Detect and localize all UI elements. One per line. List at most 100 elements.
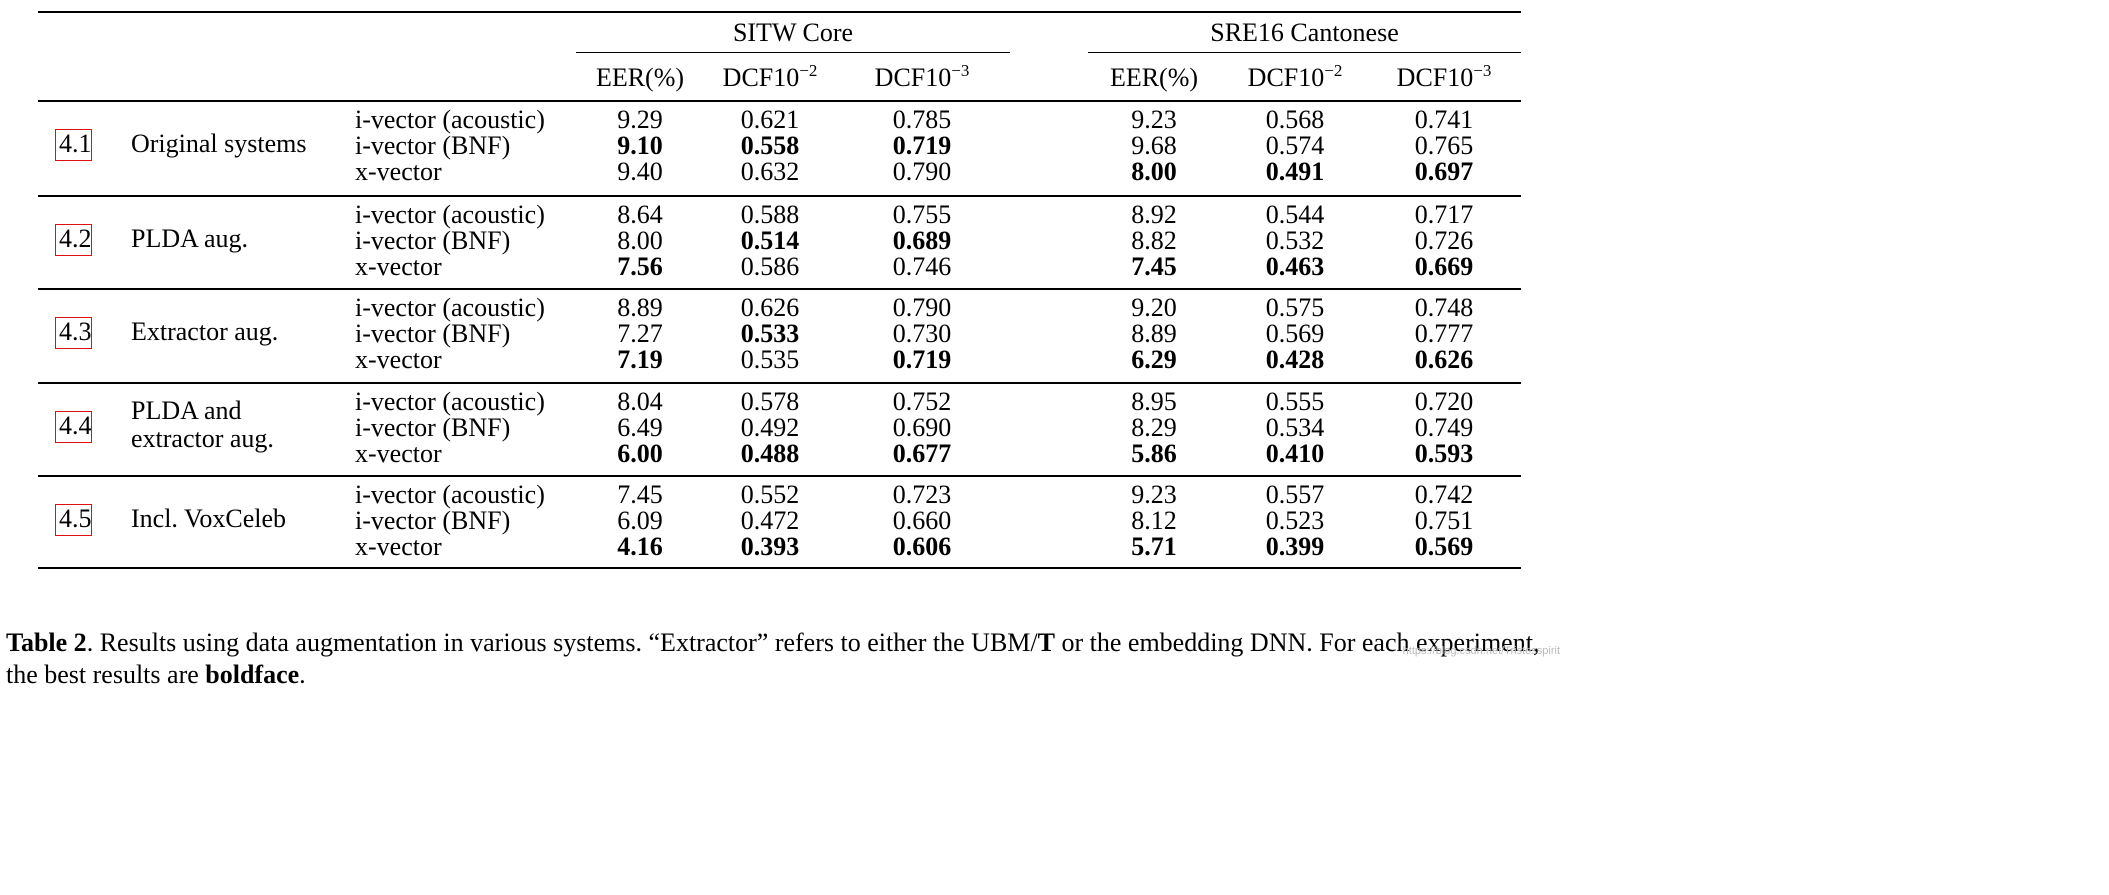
result-cell: 0.533 bbox=[740, 319, 800, 348]
section-label: PLDA aug. bbox=[131, 224, 248, 253]
result-cell: 0.588 bbox=[740, 200, 800, 229]
result-cell: 0.717 bbox=[1414, 200, 1474, 229]
group-underline bbox=[576, 52, 1010, 53]
caption-label: Table 2 bbox=[6, 628, 87, 657]
system-name: i-vector (BNF) bbox=[355, 319, 511, 348]
result-cell: 0.690 bbox=[892, 413, 952, 442]
result-cell: 0.428 bbox=[1265, 345, 1325, 374]
result-cell: 0.534 bbox=[1265, 413, 1325, 442]
result-cell: 8.92 bbox=[1131, 200, 1177, 229]
result-cell: 9.29 bbox=[617, 105, 663, 134]
section-ref-number: 4.2 bbox=[59, 224, 92, 253]
system-name: i-vector (acoustic) bbox=[355, 387, 545, 416]
metric-header-base: EER(%) bbox=[595, 63, 685, 92]
result-cell: 0.569 bbox=[1414, 532, 1474, 561]
result-cell: 0.790 bbox=[892, 293, 952, 322]
system-name: i-vector (acoustic) bbox=[355, 293, 545, 322]
result-cell: 9.10 bbox=[617, 131, 663, 160]
result-cell: 6.09 bbox=[617, 506, 663, 535]
section-ref-link-box bbox=[55, 317, 92, 349]
result-cell: 8.89 bbox=[617, 293, 663, 322]
result-cell: 0.569 bbox=[1265, 319, 1325, 348]
result-cell: 0.669 bbox=[1414, 252, 1474, 281]
result-cell: 0.552 bbox=[740, 480, 800, 509]
result-cell: 0.578 bbox=[740, 387, 800, 416]
section-ref-link-box bbox=[55, 411, 92, 443]
metric-header-exponent: −2 bbox=[1324, 61, 1343, 80]
result-cell: 0.660 bbox=[892, 506, 952, 535]
caption-text-3: . bbox=[299, 660, 306, 689]
result-cell: 0.606 bbox=[892, 532, 952, 561]
result-cell: 0.720 bbox=[1414, 387, 1474, 416]
result-cell: 0.677 bbox=[892, 439, 952, 468]
metric-header: EER(%) bbox=[1110, 65, 1198, 91]
metric-header: EER(%) bbox=[596, 65, 684, 91]
result-cell: 0.532 bbox=[1265, 226, 1325, 255]
caption-bold-t: T bbox=[1037, 628, 1055, 657]
result-cell: 0.719 bbox=[892, 131, 952, 160]
section-label: Incl. VoxCeleb bbox=[131, 504, 287, 533]
result-cell: 0.746 bbox=[892, 252, 952, 281]
result-cell: 0.741 bbox=[1414, 105, 1474, 134]
result-cell: 7.45 bbox=[617, 480, 663, 509]
result-cell: 0.535 bbox=[740, 345, 800, 374]
result-cell: 0.689 bbox=[892, 226, 952, 255]
result-cell: 5.86 bbox=[1131, 439, 1177, 468]
result-cell: 0.514 bbox=[740, 226, 800, 255]
system-name: i-vector (BNF) bbox=[355, 226, 511, 255]
system-name: i-vector (acoustic) bbox=[355, 105, 545, 134]
result-cell: 9.68 bbox=[1131, 131, 1177, 160]
result-cell: 0.568 bbox=[1265, 105, 1325, 134]
metric-header-base: DCF10 bbox=[722, 63, 800, 92]
result-cell: 0.742 bbox=[1414, 480, 1474, 509]
result-cell: 6.49 bbox=[617, 413, 663, 442]
result-cell: 4.16 bbox=[617, 532, 663, 561]
result-cell: 0.751 bbox=[1414, 506, 1474, 535]
result-cell: 8.12 bbox=[1131, 506, 1177, 535]
metric-header-base: DCF10 bbox=[874, 63, 952, 92]
caption-boldface-word: boldface bbox=[205, 660, 300, 689]
metric-header: DCF10−2 bbox=[722, 62, 818, 92]
system-name: i-vector (acoustic) bbox=[355, 200, 545, 229]
result-cell: 0.463 bbox=[1265, 252, 1325, 281]
table-caption: Table 2. Results using data augmentation… bbox=[6, 627, 1564, 691]
bottom-rule bbox=[38, 567, 1521, 569]
result-cell: 6.29 bbox=[1131, 345, 1177, 374]
result-cell: 0.755 bbox=[892, 200, 952, 229]
metric-header: DCF10−3 bbox=[874, 62, 970, 92]
result-cell: 0.748 bbox=[1414, 293, 1474, 322]
result-cell: 7.19 bbox=[617, 345, 663, 374]
section-rule bbox=[38, 382, 1521, 384]
section-ref-link-box bbox=[55, 224, 92, 256]
system-name: i-vector (BNF) bbox=[355, 131, 511, 160]
results-table-figure: SITW Core SRE16 Cantonese EER(%) DCF10−2 DCF… bbox=[6, 11, 1560, 689]
metric-header-base: EER(%) bbox=[1109, 63, 1199, 92]
top-rule bbox=[38, 11, 1521, 13]
result-cell: 8.82 bbox=[1131, 226, 1177, 255]
result-cell: 0.726 bbox=[1414, 226, 1474, 255]
result-cell: 0.765 bbox=[1414, 131, 1474, 160]
metric-header: DCF10−2 bbox=[1248, 62, 1343, 91]
result-cell: 0.558 bbox=[740, 131, 800, 160]
result-cell: 0.730 bbox=[892, 319, 952, 348]
result-cell: 0.492 bbox=[740, 413, 800, 442]
metric-header-base: DCF10 bbox=[1396, 63, 1474, 92]
section-label: extractor aug. bbox=[131, 424, 274, 453]
section-label: Original systems bbox=[131, 129, 307, 158]
section-ref-number: 4.3 bbox=[59, 317, 92, 346]
caption-text-2: or the embedding DNN. For each experimen… bbox=[6, 628, 1540, 689]
result-cell: 0.593 bbox=[1414, 439, 1474, 468]
result-cell: 8.89 bbox=[1131, 319, 1177, 348]
result-cell: 7.45 bbox=[1131, 252, 1177, 281]
result-cell: 0.410 bbox=[1265, 439, 1325, 468]
group-header: SITW Core bbox=[732, 18, 854, 47]
result-cell: 6.00 bbox=[617, 439, 663, 468]
system-name: i-vector (acoustic) bbox=[355, 480, 545, 509]
result-cell: 0.399 bbox=[1265, 532, 1325, 561]
result-cell: 0.777 bbox=[1414, 319, 1474, 348]
result-cell: 0.626 bbox=[740, 293, 800, 322]
result-cell: 0.632 bbox=[740, 157, 800, 186]
result-cell: 0.626 bbox=[1414, 345, 1474, 374]
result-cell: 0.586 bbox=[740, 252, 800, 281]
result-cell: 0.697 bbox=[1414, 157, 1474, 186]
